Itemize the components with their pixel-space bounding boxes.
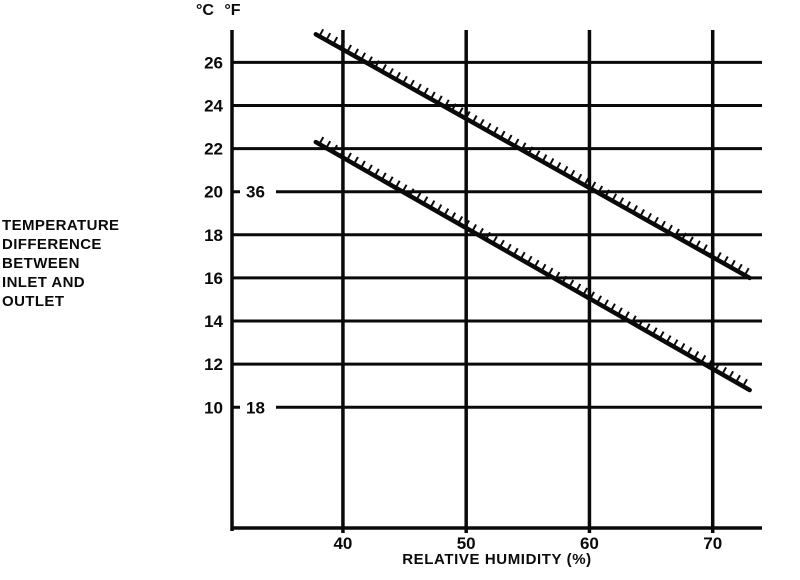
x-tick-label: 40: [333, 534, 352, 553]
y-tick-label-fahrenheit: 18: [246, 398, 265, 417]
fahrenheit-label-patch: [240, 397, 276, 418]
y-tick-label-celsius: 16: [204, 269, 223, 288]
y-tick-label-celsius: 26: [204, 53, 223, 72]
unit-fahrenheit-label: °F: [224, 2, 241, 19]
x-axis-title: RELATIVE HUMIDITY (%): [402, 551, 592, 568]
y-tick-label-celsius: 12: [204, 355, 223, 374]
y-tick-label-fahrenheit: 36: [246, 183, 265, 202]
hatch-ticks: [318, 28, 750, 276]
y-tick-label-celsius: 14: [204, 312, 223, 331]
unit-celsius-label: °C: [196, 2, 214, 19]
hatch-ticks: [318, 136, 748, 387]
x-tick-label: 60: [580, 534, 599, 553]
y-tick-label-celsius: 24: [204, 96, 223, 115]
y-tick-label-celsius: 20: [204, 183, 223, 202]
unit-header: °C °F: [196, 2, 247, 20]
upper-limit-line: [313, 32, 752, 281]
y-tick-label-celsius: 22: [204, 140, 223, 159]
y-tick-label-celsius: 18: [204, 226, 223, 245]
y-axis-title: TEMPERATURE DIFFERENCE BETWEEN INLET AND…: [2, 217, 120, 311]
fahrenheit-label-patch: [240, 181, 276, 202]
y-tick-label-celsius: 10: [204, 398, 223, 417]
x-tick-label: 70: [703, 534, 722, 553]
lower-limit-line: [313, 139, 752, 393]
x-tick-label: 50: [457, 534, 476, 553]
